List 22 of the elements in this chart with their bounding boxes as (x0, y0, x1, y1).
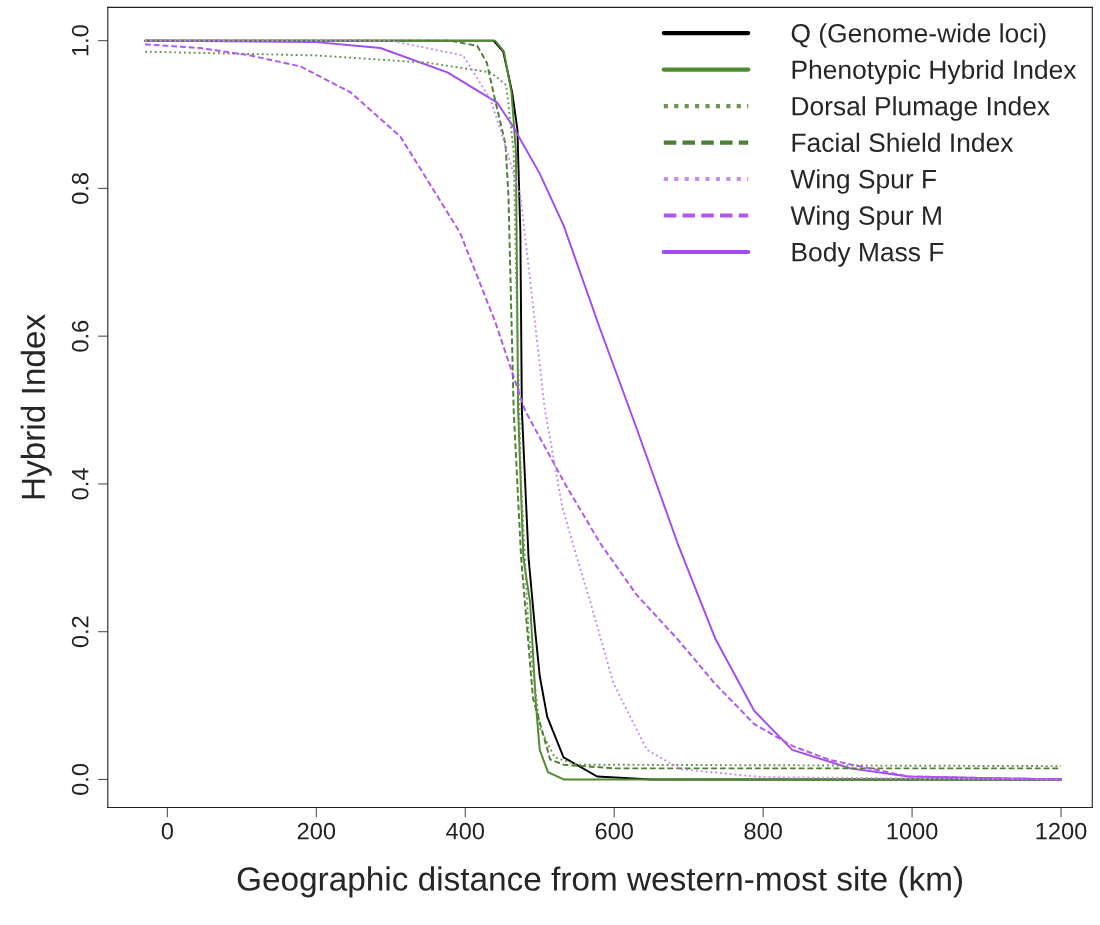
y-tick-label: 1.0 (71, 25, 89, 56)
legend-label: Dorsal Plumage Index (792, 96, 1050, 121)
y-tick-label: 0.4 (71, 468, 89, 500)
x-tick-label: 0 (161, 822, 174, 840)
y-tick-label: 0.6 (71, 320, 89, 352)
x-tick-label: 1200 (1036, 822, 1087, 840)
y-tick-label: 0.0 (71, 763, 89, 795)
x-tick-label: 600 (595, 822, 633, 840)
x-tick-label: 200 (297, 822, 336, 840)
legend-label: Wing Spur M (790, 205, 941, 231)
x-axis-title: Geographic distance from western-most site (km) (237, 866, 963, 898)
legend-label: Q (Genome-wide loci) (791, 23, 1046, 48)
legend-label: Body Mass F (792, 242, 944, 267)
y-tick-label: 0.8 (71, 173, 89, 204)
x-tick-label: 800 (744, 822, 782, 840)
legend-label: Facial Shield Index (792, 132, 1014, 153)
x-tick-label: 400 (446, 822, 485, 840)
legend-label: Wing Spur F (790, 169, 937, 194)
legend-label: Phenotypic Hybrid Index (792, 59, 1077, 85)
y-tick-label: 0.2 (71, 616, 89, 648)
y-axis-title: Hybrid Index (20, 314, 52, 499)
x-tick-label: 1000 (887, 822, 938, 840)
